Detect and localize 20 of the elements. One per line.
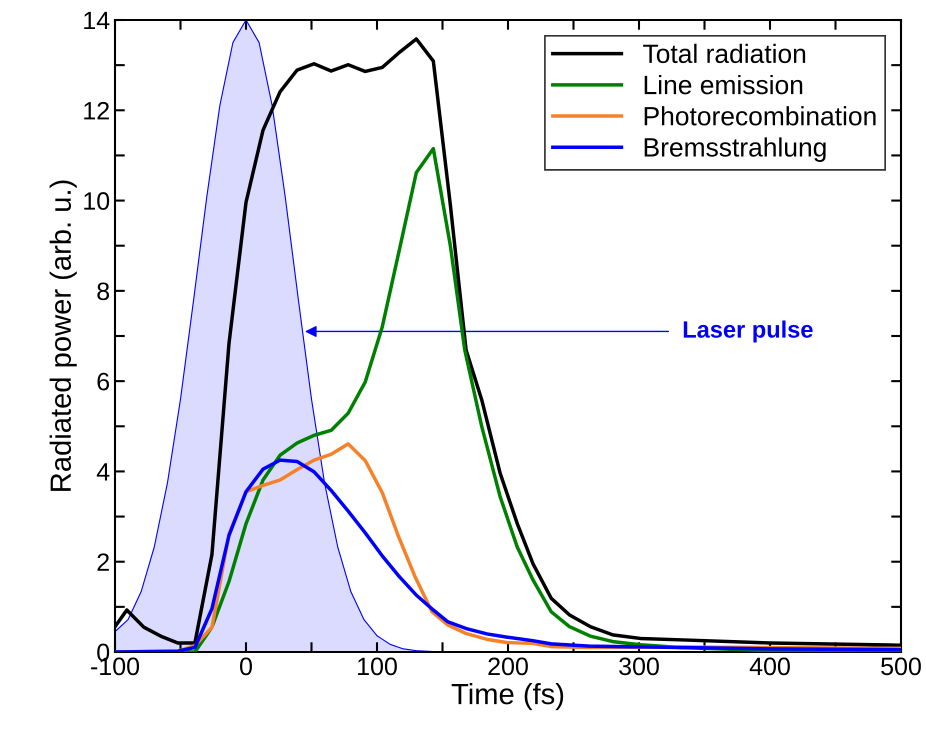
y-axis-title: Radiated power (arb. u.)	[50, 180, 77, 491]
x-tick-label: 400	[750, 658, 790, 676]
y-tick-label: 12	[84, 102, 109, 120]
x-tick-label: 300	[619, 658, 659, 676]
x-tick-label: 100	[358, 658, 397, 676]
y-tick-label: 10	[84, 192, 110, 210]
y-tick-label: 8	[97, 282, 110, 300]
legend-label: Photorecombination	[644, 106, 876, 126]
legend-label: Bremsstrahlung	[644, 137, 826, 162]
y-tick-label: 14	[84, 12, 110, 30]
y-tick-label: 2	[97, 553, 109, 571]
x-tick-label: 200	[488, 658, 528, 676]
y-tick-label: 4	[96, 463, 110, 480]
x-axis-title: Time (fs)	[452, 682, 564, 710]
annotation: Laser pulse	[684, 320, 813, 342]
y-tick-label: 6	[98, 372, 110, 390]
legend-label: Total radiation	[643, 44, 806, 64]
x-tick-label: 0	[240, 658, 252, 676]
x-tick-label: 500	[881, 658, 921, 676]
legend-label: Line emission	[644, 74, 802, 94]
